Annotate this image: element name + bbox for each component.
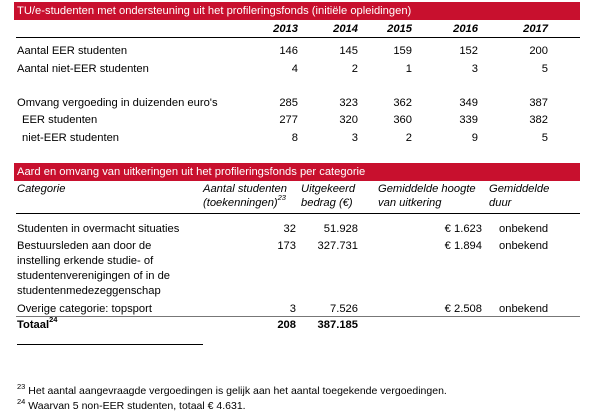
table2-title-bar: Aard en omvang van uitkeringen uit het p… [14,163,580,181]
column-header-students-line2: (toekenningen)23 [203,193,286,209]
year-header-2015: 2015 [387,23,412,35]
column-header-category: Categorie [17,183,66,195]
students-value: 173 [277,240,296,252]
duration-value: onbekend [499,303,549,315]
cell-value: 200 [529,45,548,57]
cell-value: 3 [471,63,478,75]
year-header-2013: 2013 [273,23,298,35]
cell-value: 146 [279,45,298,57]
cell-value: 2 [351,63,358,75]
column-header-duration: Gemiddelde [489,183,550,195]
year-header-2014: 2014 [333,23,358,35]
row-label: Aantal EER studenten [17,45,128,57]
cell-value: 1 [405,63,412,75]
average-value: € 1.894 [444,240,482,252]
duration-value: onbekend [499,240,549,252]
category-label: studentenverenigingen of in de [17,270,171,282]
cell-value: 3 [351,132,358,144]
paid-value: 327.731 [317,240,358,252]
category-label: instelling erkende studie- of [17,255,154,267]
column-header-students: Aantal studenten [203,183,287,195]
cell-value: 145 [339,45,358,57]
year-header-2017: 2017 [523,23,548,35]
average-value: € 1.623 [444,223,482,235]
cell-value: 320 [339,114,358,126]
header-underline [16,213,580,214]
cell-value: 5 [541,132,548,144]
students-value: 32 [283,223,296,235]
total-separator [16,316,580,317]
footnote-separator [17,344,203,345]
category-label: Overige categorie: topsport [17,303,152,315]
column-header-paid: Uitgekeerd [301,183,356,195]
duration-value: onbekend [499,223,549,235]
cell-value: 9 [471,132,478,144]
cell-value: 8 [291,132,298,144]
cell-value: 152 [459,45,478,57]
row-label: Aantal niet-EER studenten [17,63,149,75]
column-header-average: Gemiddelde hoogte [378,183,476,195]
column-header-paid-line2: bedrag (€) [301,197,353,209]
cell-value: 360 [393,114,412,126]
students-value: 3 [289,303,296,315]
cell-value: 323 [339,97,358,109]
cell-value: 349 [459,97,478,109]
column-header-average-line2: van uitkering [378,197,442,209]
footnote-23: 23 Het aantal aangevraagde vergoedingen … [17,381,447,397]
cell-value: 4 [291,63,298,75]
cell-value: 339 [459,114,478,126]
category-label: Studenten in overmacht situaties [17,223,180,235]
cell-value: 362 [393,97,412,109]
column-header-duration-line2: duur [489,197,512,209]
row-label: niet-EER studenten [22,132,120,144]
cell-value: 5 [541,63,548,75]
category-label: studentenmedezeggenschap [17,285,161,297]
header-underline [16,37,580,38]
cell-value: 159 [393,45,412,57]
footnote-24: 24 Waarvan 5 non-EER studenten, totaal €… [17,396,246,412]
row-label: Omvang vergoeding in duizenden euro's [17,97,218,109]
paid-value: 7.526 [330,303,358,315]
total-paid: 387.185 [317,319,358,331]
cell-value: 277 [279,114,298,126]
cell-value: 387 [529,97,548,109]
cell-value: 285 [279,97,298,109]
cell-value: 2 [405,132,412,144]
cell-value: 382 [529,114,548,126]
row-label: EER studenten [22,114,98,126]
category-label: Bestuursleden aan door de [17,240,152,252]
table1-title-bar: TU/e-studenten met ondersteuning uit het… [14,2,580,20]
average-value: € 2.508 [444,303,482,315]
total-label: Totaal24 [17,315,58,331]
total-students: 208 [277,319,296,331]
paid-value: 51.928 [323,223,358,235]
year-header-2016: 2016 [453,23,478,35]
